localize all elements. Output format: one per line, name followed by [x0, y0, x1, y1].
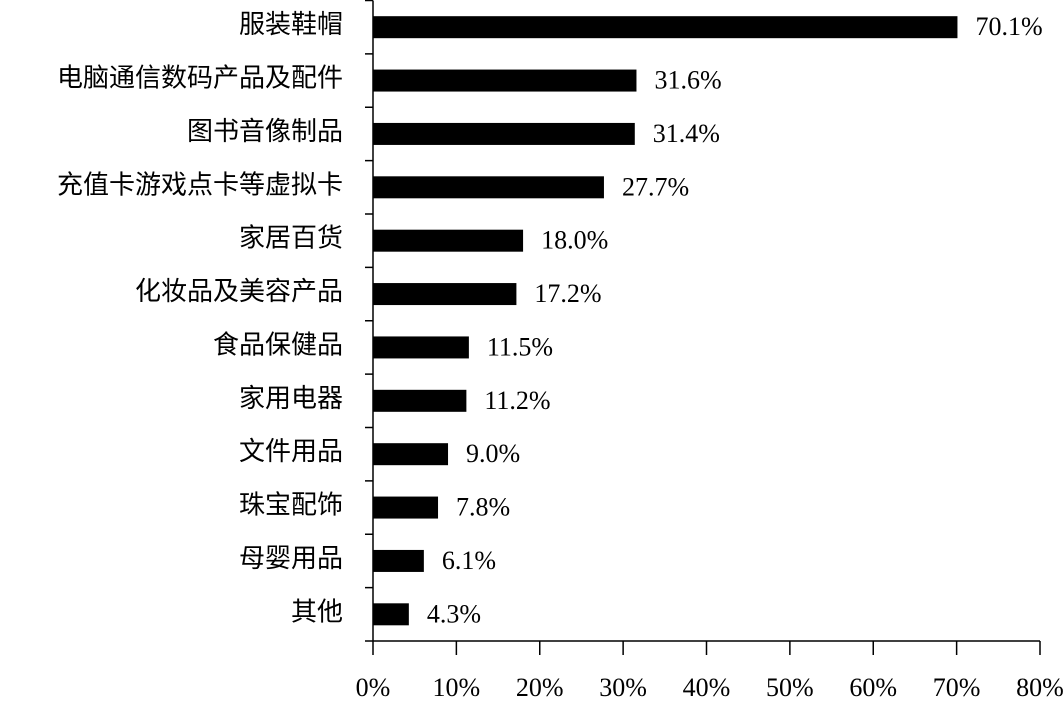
bar — [373, 16, 958, 39]
value-label: 31.6% — [654, 66, 721, 95]
x-tick-label: 20% — [516, 673, 564, 702]
x-tick-label: 60% — [849, 673, 897, 702]
value-label: 18.0% — [541, 226, 608, 255]
y-tick-label: 图书音像制品 — [187, 117, 343, 146]
y-tick-label: 充值卡游戏点卡等虚拟卡 — [57, 170, 343, 199]
value-label: 6.1% — [442, 546, 496, 575]
x-tick-label: 80% — [1016, 673, 1064, 702]
value-label: 70.1% — [975, 12, 1042, 41]
y-tick-label: 电脑通信数码产品及配件 — [57, 64, 343, 93]
bar — [373, 122, 635, 145]
y-tick-label: 服装鞋帽 — [239, 10, 343, 39]
bar — [373, 229, 524, 252]
bar — [373, 603, 409, 626]
value-label: 11.5% — [487, 332, 553, 361]
value-label: 31.4% — [653, 119, 720, 148]
bar — [373, 443, 449, 466]
value-label: 9.0% — [466, 439, 520, 468]
y-tick-label: 家用电器 — [239, 384, 343, 413]
y-tick-label: 珠宝配饰 — [239, 491, 343, 520]
x-tick-label: 0% — [356, 673, 391, 702]
bar — [373, 336, 469, 359]
y-tick-label: 化妆品及美容产品 — [135, 277, 343, 306]
y-tick-label: 其他 — [291, 597, 343, 626]
value-label: 17.2% — [534, 279, 601, 308]
y-tick-label: 食品保健品 — [213, 330, 343, 359]
y-tick-label: 母婴用品 — [239, 544, 343, 573]
value-label: 7.8% — [456, 493, 510, 522]
y-tick-label: 文件用品 — [239, 437, 343, 466]
bar — [373, 496, 439, 519]
bar — [373, 389, 467, 412]
x-tick-label: 30% — [599, 673, 647, 702]
x-tick-label: 40% — [683, 673, 731, 702]
x-tick-label: 70% — [933, 673, 981, 702]
bar — [373, 283, 517, 306]
bar — [373, 549, 424, 572]
x-tick-label: 50% — [766, 673, 814, 702]
value-label: 4.3% — [427, 599, 481, 628]
value-label: 11.2% — [484, 386, 550, 415]
bar — [373, 69, 637, 92]
x-tick-label: 10% — [433, 673, 481, 702]
bar — [373, 176, 604, 199]
value-label: 27.7% — [622, 172, 689, 201]
y-tick-label: 家居百货 — [239, 224, 343, 253]
